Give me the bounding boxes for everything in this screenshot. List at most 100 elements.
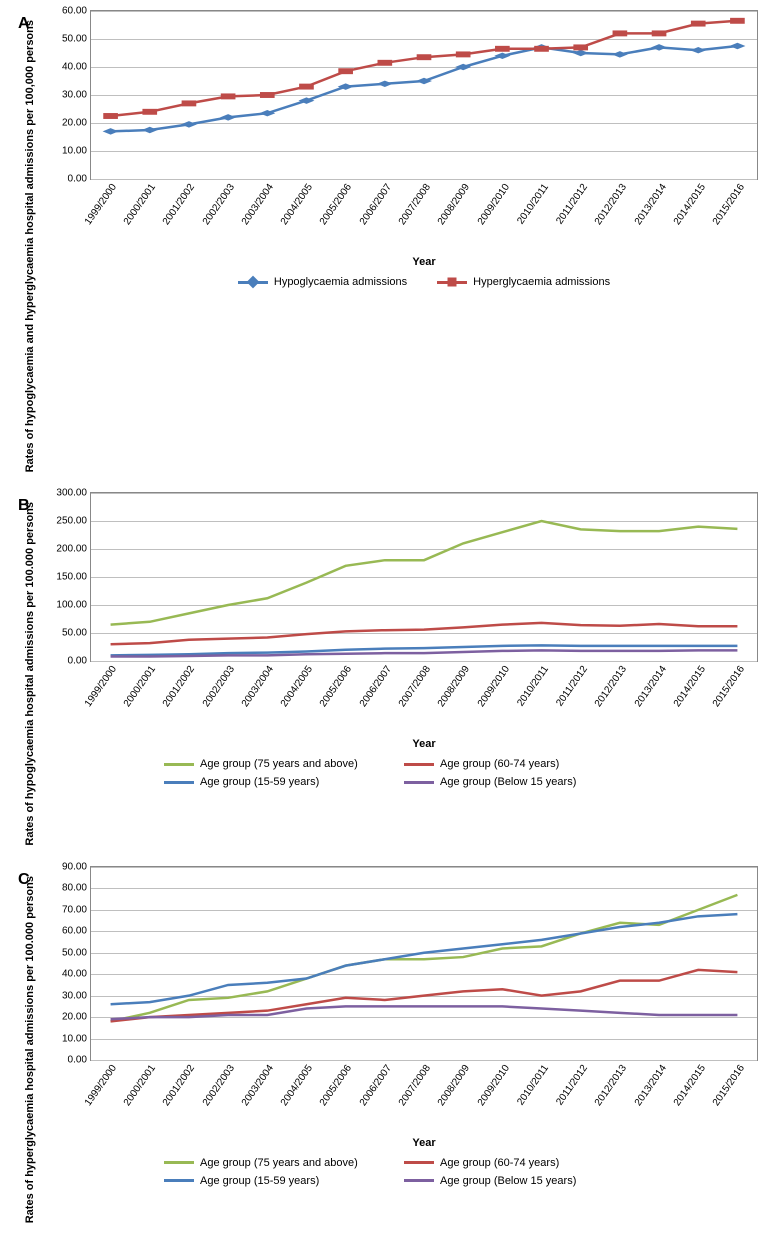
legend-marker-square [448,278,457,287]
y-tick-label: 20.00 [62,1012,91,1023]
x-tick-label: 2000/2001 [122,664,158,709]
x-tick-label: 2004/2005 [279,1063,315,1108]
y-tick-label: 50.00 [62,628,91,639]
series-marker [652,30,667,36]
legend-item: Age group (75 years and above) [164,1157,374,1169]
series-marker [573,50,589,56]
legend-swatch [164,1161,194,1164]
series-line [111,521,738,625]
series-marker [259,110,275,116]
series-marker [573,44,588,50]
legend-item: Age group (60-74 years) [404,1157,614,1169]
series-marker [416,78,432,84]
x-tick-label: 2009/2010 [475,1063,511,1108]
y-tick-label: 70.00 [62,904,91,915]
series-marker [338,83,354,89]
series-marker [220,114,236,120]
series-marker [690,47,706,53]
plot-area: 0.0050.00100.00150.00200.00250.00300.00 [90,492,758,662]
y-tick-label: 250.00 [56,516,91,527]
x-tick-label: 2008/2009 [436,664,472,709]
x-tick-label: 2007/2008 [397,664,433,709]
y-tick-label: 80.00 [62,883,91,894]
series-marker [103,113,118,119]
x-tick-label: 2014/2015 [672,182,708,227]
legend-item: Age group (15-59 years) [164,776,374,788]
legend-label: Age group (Below 15 years) [440,776,576,788]
x-tick-label: 2013/2014 [633,1063,669,1108]
x-tick-label: 2014/2015 [672,664,708,709]
legend-item: Age group (75 years and above) [164,758,374,770]
y-tick-label: 60.00 [62,6,91,17]
chart-wrapper: Rates of hypoglycaemia hospital admissio… [10,492,758,856]
x-tick-label: 2015/2016 [711,1063,747,1108]
series-marker [181,121,197,127]
x-tick-label: 2001/2002 [161,182,197,227]
series-marker [729,43,745,49]
panel-label: C [18,871,30,889]
series-marker [103,128,119,134]
legend-label: Age group (75 years and above) [200,758,358,770]
x-tick-label: 2009/2010 [475,664,511,709]
x-tick-label: 2005/2006 [318,1063,354,1108]
legend-marker-diamond [247,276,260,289]
legend-swatch [404,1161,434,1164]
x-tick-label: 2003/2004 [240,664,276,709]
legend-swatch [164,763,194,766]
panel-C: CRates of hyperglycaemia hospital admiss… [10,866,758,1233]
series-line [111,895,738,1022]
x-tick-label: 2002/2003 [200,182,236,227]
series-marker [260,92,275,98]
panel-label: A [18,15,30,33]
legend-item: Hyperglycaemia admissions [437,276,610,288]
y-tick-label: 0.00 [68,174,91,185]
legend-swatch [164,781,194,784]
x-tick-label: 2003/2004 [240,1063,276,1108]
x-tick-label: 2007/2008 [397,1063,433,1108]
plot-area: 0.0010.0020.0030.0040.0050.0060.00 [90,10,758,180]
legend-label: Age group (15-59 years) [200,1175,319,1187]
x-tick-label: 2013/2014 [633,182,669,227]
series-marker [651,44,667,50]
series-marker [494,53,510,59]
x-tick-label: 2014/2015 [672,1063,708,1108]
x-tick-label: 2005/2006 [318,664,354,709]
y-tick-label: 200.00 [56,544,91,555]
panel-B: BRates of hypoglycaemia hospital admissi… [10,492,758,856]
legend-swatch [238,281,268,284]
x-tick-label: 2011/2012 [554,1063,590,1107]
x-tick-label: 2015/2016 [711,182,747,227]
series-marker [613,30,628,36]
y-tick-label: 40.00 [62,969,91,980]
x-tick-label: 2008/2009 [436,1063,472,1108]
x-axis: 1999/20002000/20012001/20022002/20032003… [90,664,758,734]
x-axis-label: Year [90,738,758,750]
x-axis-label: Year [90,256,758,268]
legend: Age group (75 years and above) Age group … [164,758,644,788]
chart-markers [91,11,757,179]
x-tick-label: 1999/2000 [83,182,119,227]
y-tick-label: 10.00 [62,146,91,157]
series-marker [455,64,471,70]
legend-swatch [404,781,434,784]
x-tick-label: 2006/2007 [358,182,394,227]
y-tick-label: 150.00 [56,572,91,583]
x-tick-label: 2000/2001 [122,1063,158,1108]
x-tick-label: 1999/2000 [83,1063,119,1108]
y-tick-label: 0.00 [68,656,91,667]
x-tick-label: 2004/2005 [279,182,315,227]
legend: Hypoglycaemia admissionsHyperglycaemia a… [90,276,758,288]
x-tick-label: 2012/2013 [593,182,629,227]
series-marker [298,97,314,103]
x-tick-label: 2001/2002 [161,664,197,709]
x-tick-label: 2005/2006 [318,182,354,227]
legend-label: Age group (Below 15 years) [440,1175,576,1187]
y-tick-label: 50.00 [62,947,91,958]
series-marker [377,81,393,87]
x-tick-label: 2013/2014 [633,664,669,709]
x-axis-label: Year [90,1137,758,1149]
y-axis-label: Rates of hyperglycaemia hospital admissi… [10,866,50,1233]
y-tick-label: 30.00 [62,990,91,1001]
series-marker [691,21,706,27]
x-tick-label: 2015/2016 [711,664,747,709]
